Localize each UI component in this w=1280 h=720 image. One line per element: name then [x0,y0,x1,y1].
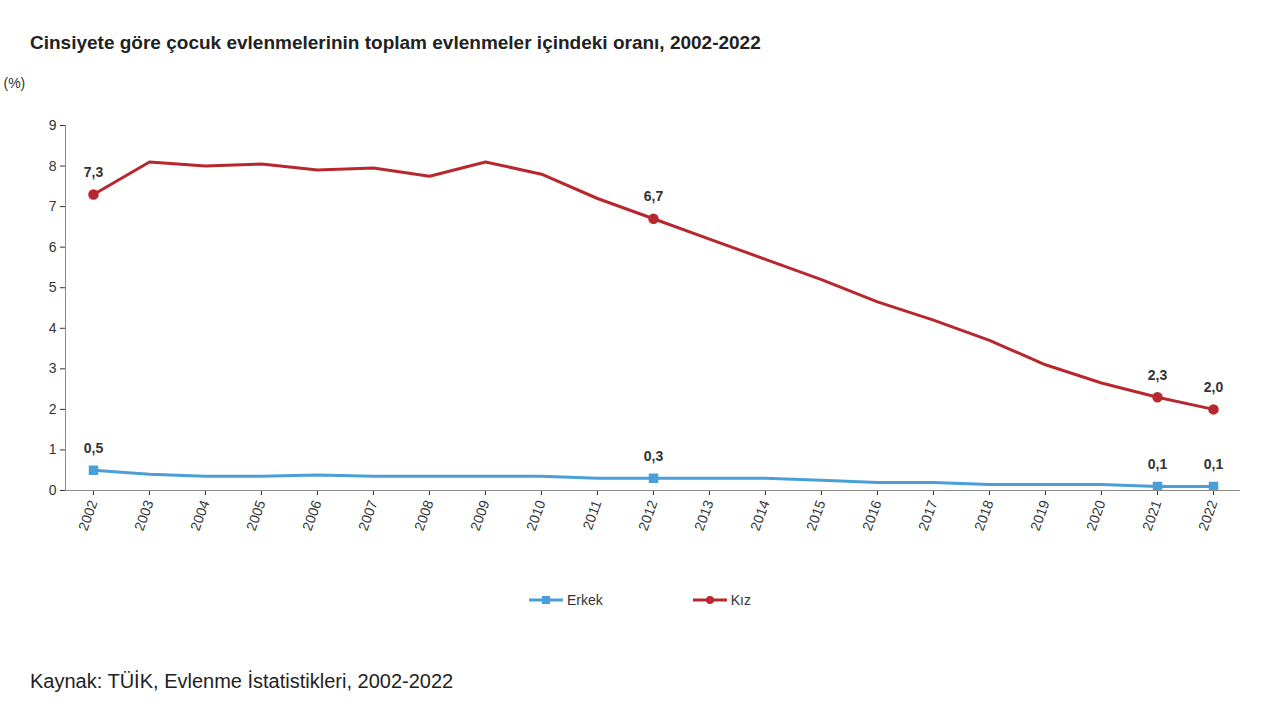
svg-text:2,3: 2,3 [1148,367,1168,383]
svg-text:2016: 2016 [859,498,885,533]
svg-text:2002: 2002 [75,498,101,533]
svg-text:6,7: 6,7 [644,188,664,204]
svg-text:2003: 2003 [131,498,157,533]
svg-text:0,3: 0,3 [644,448,664,464]
svg-text:2014: 2014 [747,498,773,533]
svg-text:2020: 2020 [1083,498,1109,533]
svg-text:0,1: 0,1 [1148,456,1168,472]
html-text:Kız: Kız [730,592,751,608]
svg-text:9: 9 [49,117,57,133]
svg-text:8: 8 [49,158,57,174]
svg-text:2004: 2004 [187,498,213,533]
svg-text:2013: 2013 [691,498,717,533]
svg-text:6: 6 [49,239,57,255]
html-text:Erkek: Erkek [567,592,603,608]
svg-text:2015: 2015 [803,498,829,533]
svg-text:(%): (%) [4,75,26,91]
html-text:anka: anka [1175,88,1208,105]
svg-text:2007: 2007 [355,498,381,533]
svg-text:2022: 2022 [1195,498,1221,533]
svg-text:0: 0 [49,482,57,498]
svg-text:2008: 2008 [411,498,437,533]
svg-text:2010: 2010 [523,498,549,533]
svg-text:3: 3 [49,360,57,376]
svg-text:0,5: 0,5 [84,440,104,456]
svg-text:2018: 2018 [971,498,997,533]
svg-text:2017: 2017 [915,498,941,533]
html-text:Cinsiyete göre çocuk evlenmele: Cinsiyete göre çocuk evlenmelerinin topl… [30,32,761,53]
svg-text:7: 7 [49,198,57,214]
html-text:Kaynak: TÜİK, Evlenme İstatist: Kaynak: TÜİK, Evlenme İstatistikleri, 20… [30,670,454,692]
svg-text:2012: 2012 [635,498,661,533]
svg-text:5: 5 [49,279,57,295]
svg-text:4: 4 [49,320,57,336]
svg-text:2021: 2021 [1139,498,1165,533]
svg-text:2: 2 [49,401,57,417]
svg-text:2009: 2009 [467,498,493,533]
svg-text:0,1: 0,1 [1204,456,1224,472]
svg-text:2005: 2005 [243,498,269,533]
svg-text:2006: 2006 [299,498,325,533]
svg-text:7,3: 7,3 [84,164,104,180]
svg-text:2011: 2011 [579,498,604,532]
svg-text:1: 1 [49,441,57,457]
svg-text:2,0: 2,0 [1204,379,1224,395]
svg-text:2019: 2019 [1027,498,1053,533]
